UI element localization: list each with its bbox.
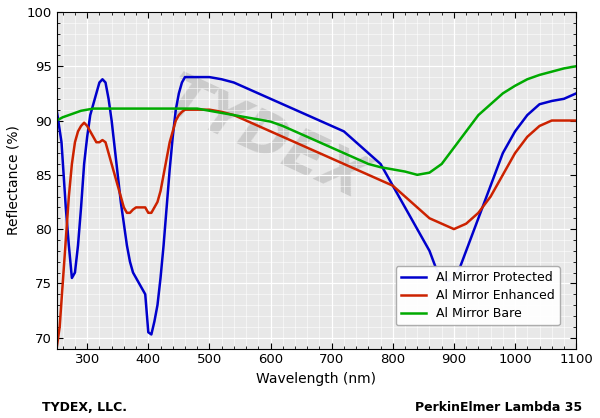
- Al Mirror Protected: [242, 85, 250, 90]
- Al Mirror Enhanced: [99, 138, 106, 143]
- Al Mirror Bare: [175, 106, 182, 111]
- Al Mirror Bare: [572, 64, 580, 69]
- Line: Al Mirror Protected: Al Mirror Protected: [56, 77, 576, 334]
- Al Mirror Protected: [255, 91, 262, 96]
- Al Mirror Bare: [53, 118, 60, 123]
- Al Mirror Enhanced: [130, 207, 137, 212]
- Text: TYDEX: TYDEX: [155, 69, 374, 211]
- Al Mirror Enhanced: [53, 346, 60, 351]
- Al Mirror Enhanced: [148, 210, 155, 215]
- Al Mirror Protected: [572, 91, 580, 96]
- Al Mirror Protected: [328, 123, 335, 128]
- Legend: Al Mirror Protected, Al Mirror Enhanced, Al Mirror Bare: Al Mirror Protected, Al Mirror Enhanced,…: [396, 267, 560, 326]
- Al Mirror Bare: [340, 150, 347, 155]
- Line: Al Mirror Bare: Al Mirror Bare: [56, 66, 576, 175]
- Al Mirror Protected: [53, 107, 60, 112]
- Al Mirror Enhanced: [572, 118, 580, 123]
- Al Mirror Bare: [413, 172, 421, 177]
- Al Mirror Bare: [426, 170, 433, 175]
- Text: PerkinElmer Lambda 35: PerkinElmer Lambda 35: [415, 401, 582, 414]
- Al Mirror Enhanced: [181, 107, 188, 112]
- Al Mirror Protected: [487, 183, 494, 188]
- Al Mirror Protected: [148, 332, 155, 337]
- Al Mirror Protected: [181, 74, 188, 79]
- Text: TYDEX, LLC.: TYDEX, LLC.: [42, 401, 127, 414]
- Al Mirror Enhanced: [154, 199, 161, 204]
- Line: Al Mirror Enhanced: Al Mirror Enhanced: [56, 110, 576, 349]
- Al Mirror Enhanced: [133, 205, 140, 210]
- Al Mirror Bare: [279, 123, 286, 128]
- Al Mirror Enhanced: [187, 107, 194, 112]
- Y-axis label: Reflectance (%): Reflectance (%): [7, 125, 21, 235]
- X-axis label: Wavelength (nm): Wavelength (nm): [256, 372, 376, 386]
- Al Mirror Bare: [59, 115, 67, 120]
- Al Mirror Bare: [316, 140, 323, 145]
- Al Mirror Protected: [166, 167, 173, 172]
- Al Mirror Protected: [292, 107, 299, 112]
